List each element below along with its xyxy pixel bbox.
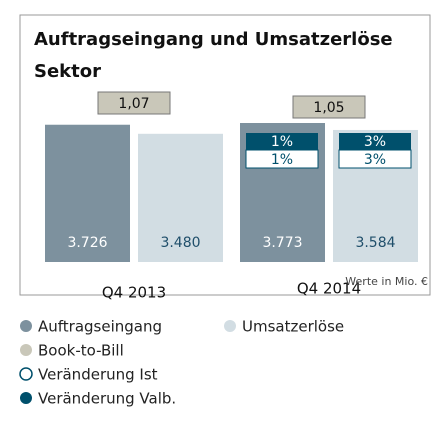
change-ist-label: 1%	[271, 152, 293, 168]
value-label: 3.480	[160, 235, 200, 251]
value-label: 3.584	[355, 235, 395, 251]
change-valb-label: 1%	[271, 134, 293, 150]
change-valb-label: 3%	[364, 134, 386, 150]
value-label: 3.726	[67, 235, 107, 251]
change-valb-box	[246, 133, 318, 150]
legend-label: Umsatzerlöse	[242, 318, 344, 336]
x-tick-label: Q4 2013	[102, 284, 166, 302]
legend-marker	[224, 320, 236, 332]
change-ist-box	[338, 149, 412, 169]
legend-label: Auftragseingang	[38, 318, 162, 336]
legend-label: Veränderung Valb.	[38, 390, 176, 408]
change-ist-label: 3%	[364, 152, 386, 168]
legend-marker	[19, 367, 33, 381]
book-to-bill-label: 1,05	[313, 100, 344, 116]
change-valb-box	[339, 133, 411, 150]
bar	[138, 133, 223, 262]
frame	[19, 14, 431, 296]
note: Werte in Mio. €	[345, 275, 428, 288]
legend-label: Veränderung Ist	[38, 366, 158, 384]
book-to-bill-label: 1,07	[118, 96, 149, 112]
x-tick-label: Q4 2014	[297, 280, 361, 298]
chart-title: Auftragseingang und Umsatzerlöse Sektor	[34, 29, 393, 82]
legend-marker	[20, 320, 32, 332]
legend-marker	[20, 392, 32, 404]
book-to-bill-box	[292, 95, 366, 119]
change-ist-box	[245, 149, 319, 169]
legend-marker	[20, 344, 32, 356]
value-label: 3.773	[262, 235, 302, 251]
book-to-bill-box	[97, 91, 171, 115]
bar	[45, 124, 130, 263]
legend-label: Book-to-Bill	[38, 342, 124, 360]
